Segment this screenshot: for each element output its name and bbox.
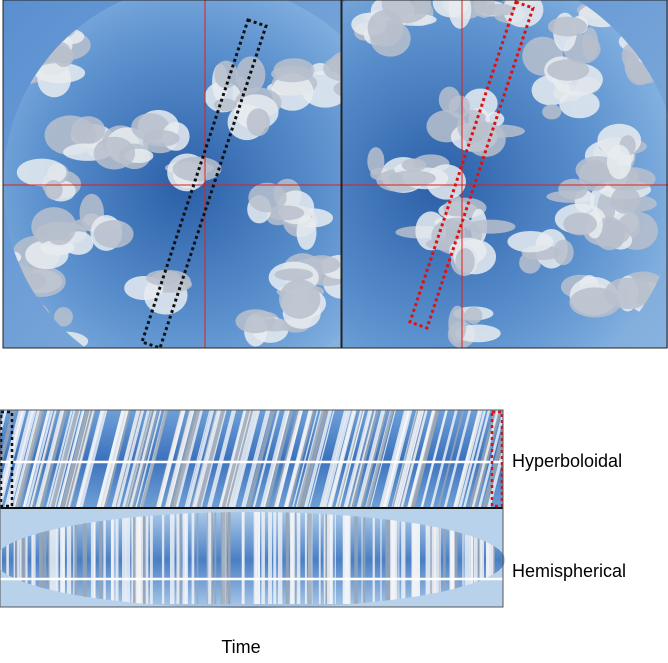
hyperboloidal-strip <box>0 410 514 508</box>
texture <box>368 10 404 47</box>
texture <box>71 116 105 144</box>
texture <box>455 248 475 275</box>
texture <box>402 158 427 171</box>
texture <box>279 279 320 318</box>
texture <box>45 180 63 200</box>
texture <box>247 108 270 136</box>
axis-label: Time <box>221 637 260 657</box>
texture <box>542 104 561 119</box>
texture <box>507 231 553 252</box>
page: Hyperboloidal Hemispherical Time (() => … <box>0 0 668 663</box>
texture <box>235 309 275 333</box>
texture <box>607 145 631 179</box>
row-label: Hemispherical <box>512 561 626 581</box>
hemispherical-strip <box>0 508 509 608</box>
texture <box>448 306 466 343</box>
texture <box>389 170 436 186</box>
texture <box>143 130 180 147</box>
texture <box>54 46 74 67</box>
texture <box>465 307 483 324</box>
texture <box>271 66 313 82</box>
row-label: Hyperboloidal <box>512 451 622 471</box>
texture <box>214 98 237 111</box>
texture <box>553 240 574 265</box>
texture <box>548 17 587 37</box>
texture <box>563 213 597 236</box>
texture <box>248 183 286 213</box>
texture <box>49 231 71 245</box>
texture <box>275 268 314 280</box>
figure: Hyperboloidal Hemispherical Time <box>0 0 668 663</box>
texture <box>94 220 134 248</box>
texture <box>579 160 610 191</box>
texture <box>173 157 222 182</box>
texture <box>367 147 384 175</box>
texture <box>94 137 136 170</box>
